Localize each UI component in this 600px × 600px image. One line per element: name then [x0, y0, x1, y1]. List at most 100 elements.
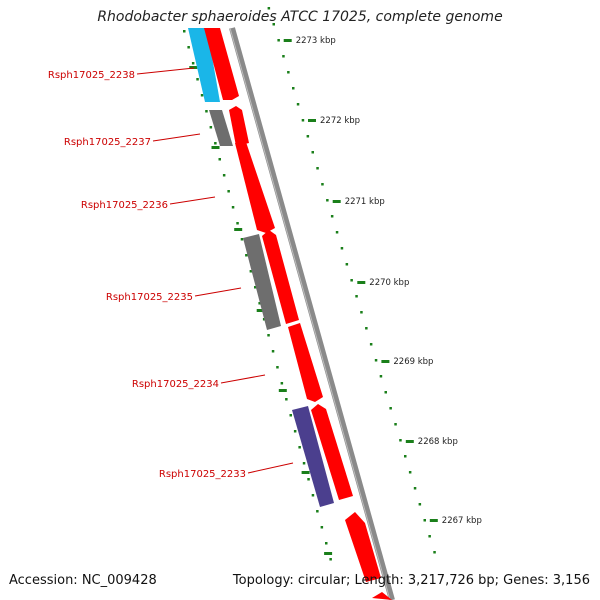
- guide-dot: [285, 398, 288, 401]
- scale-label: 2272 kbp: [320, 116, 360, 126]
- scale-dot: [365, 327, 368, 330]
- scale-dot: [296, 103, 300, 106]
- guide-dot: [222, 174, 226, 177]
- scale-dot: [340, 247, 344, 250]
- scale-dot: [360, 311, 363, 314]
- guide-dot: [311, 494, 315, 497]
- guide-dot: [329, 558, 332, 561]
- scale-dot: [287, 71, 290, 74]
- gene-label: Rsph17025_2236: [81, 200, 168, 211]
- guide-dot: [236, 222, 239, 225]
- cds-arrow: [372, 592, 392, 600]
- label-leader-line: [152, 133, 201, 142]
- scale-dot: [350, 279, 353, 282]
- scale-label: 2273 kbp: [296, 36, 336, 46]
- genome-backbone: [229, 27, 395, 600]
- guide-dot: [191, 62, 195, 65]
- guide-dot: [249, 270, 253, 273]
- label-leader-line: [247, 462, 294, 474]
- scale-major-tick: [357, 281, 366, 284]
- guide-dot: [302, 462, 306, 465]
- label-leader-line: [136, 67, 195, 75]
- guide-dot: [227, 190, 230, 193]
- scale-dot: [433, 551, 436, 554]
- scale-label: 2268 kbp: [418, 437, 458, 447]
- gene-labels: Rsph17025_2238 Rsph17025_2237 Rsph17025_22…: [48, 70, 246, 480]
- guide-dot: [196, 78, 199, 81]
- gray-feature: [243, 234, 281, 330]
- accession-text: Accession: NC_009428: [9, 573, 157, 588]
- guide-dot: [183, 30, 186, 33]
- scale-dot: [413, 487, 417, 490]
- cds-arrow: [229, 106, 249, 146]
- guide-major-tick: [301, 471, 310, 474]
- scale-dot: [389, 407, 392, 410]
- cds-arrow: [345, 512, 381, 582]
- scale-dot: [428, 535, 431, 538]
- scale-ruler: 2273 kbp 2272 kbp 2271 kbp 2270 kbp 2269 kbp…: [183, 7, 482, 561]
- scale-label: 2269 kbp: [393, 357, 433, 367]
- guide-dot: [209, 126, 213, 129]
- cds-arrow: [204, 28, 239, 100]
- scale-major-tick: [283, 39, 292, 42]
- scale-label: 2271 kbp: [345, 197, 385, 207]
- guide-dot: [245, 254, 248, 257]
- guide-dot: [320, 526, 324, 529]
- guide-major-tick: [256, 309, 265, 312]
- scale-dot: [316, 167, 319, 170]
- scale-dot: [394, 423, 397, 426]
- gene-label: Rsph17025_2233: [159, 469, 246, 480]
- scale-label: 2270 kbp: [369, 278, 409, 288]
- cds-arrow: [235, 142, 275, 233]
- label-leader-line: [169, 196, 216, 205]
- guide-dot: [205, 110, 208, 113]
- gene-label-leaders: [136, 67, 294, 474]
- scale-major-tick: [381, 360, 390, 363]
- gene-label: Rsph17025_2234: [132, 379, 219, 390]
- guide-dot: [262, 318, 266, 321]
- scale-dot: [306, 135, 310, 138]
- scale-dot: [384, 391, 387, 394]
- scale-dot: [282, 55, 285, 58]
- gene-label: Rsph17025_2237: [64, 137, 151, 148]
- gene-label: Rsph17025_2235: [106, 292, 193, 303]
- backbone-highlight: [229, 27, 391, 600]
- guide-dot: [325, 542, 328, 545]
- guide-dot: [280, 382, 284, 385]
- scale-dot: [311, 151, 314, 154]
- guide-dot: [298, 446, 301, 449]
- gene-label: Rsph17025_2238: [48, 70, 135, 81]
- purple-feature: [292, 406, 334, 507]
- scale-dot: [379, 375, 383, 378]
- scale-label: 2267 kbp: [442, 516, 482, 526]
- guide-dot: [254, 286, 257, 289]
- scale-dot: [292, 87, 295, 90]
- scale-major-tick: [308, 119, 316, 122]
- genome-summary-text: Topology: circular; Length: 3,217,726 bp…: [232, 573, 590, 588]
- scale-dot: [301, 119, 305, 122]
- cyan-feature: [188, 28, 220, 102]
- scale-major-tick: [405, 440, 414, 443]
- scale-dot: [345, 263, 349, 266]
- guide-dot: [293, 430, 297, 433]
- guide-dot: [307, 478, 310, 481]
- guide-dot: [231, 206, 235, 209]
- scale-dot: [399, 439, 402, 442]
- scale-dot: [355, 295, 358, 298]
- scale-dot: [374, 359, 378, 362]
- guide-dot: [200, 94, 204, 97]
- guide-dot: [316, 510, 319, 513]
- guide-major-tick: [189, 66, 198, 69]
- guide-dot: [214, 142, 217, 145]
- scale-dot: [277, 39, 280, 42]
- feature-track: [188, 28, 392, 600]
- scale-dot: [321, 183, 324, 186]
- guide-dot: [289, 414, 292, 417]
- map-title: Rhodobacter sphaeroides ATCC 17025, comp…: [97, 9, 503, 25]
- scale-major-tick: [332, 200, 341, 203]
- cds-arrow: [311, 404, 353, 500]
- scale-dot: [330, 215, 334, 218]
- scale-dot: [272, 23, 275, 26]
